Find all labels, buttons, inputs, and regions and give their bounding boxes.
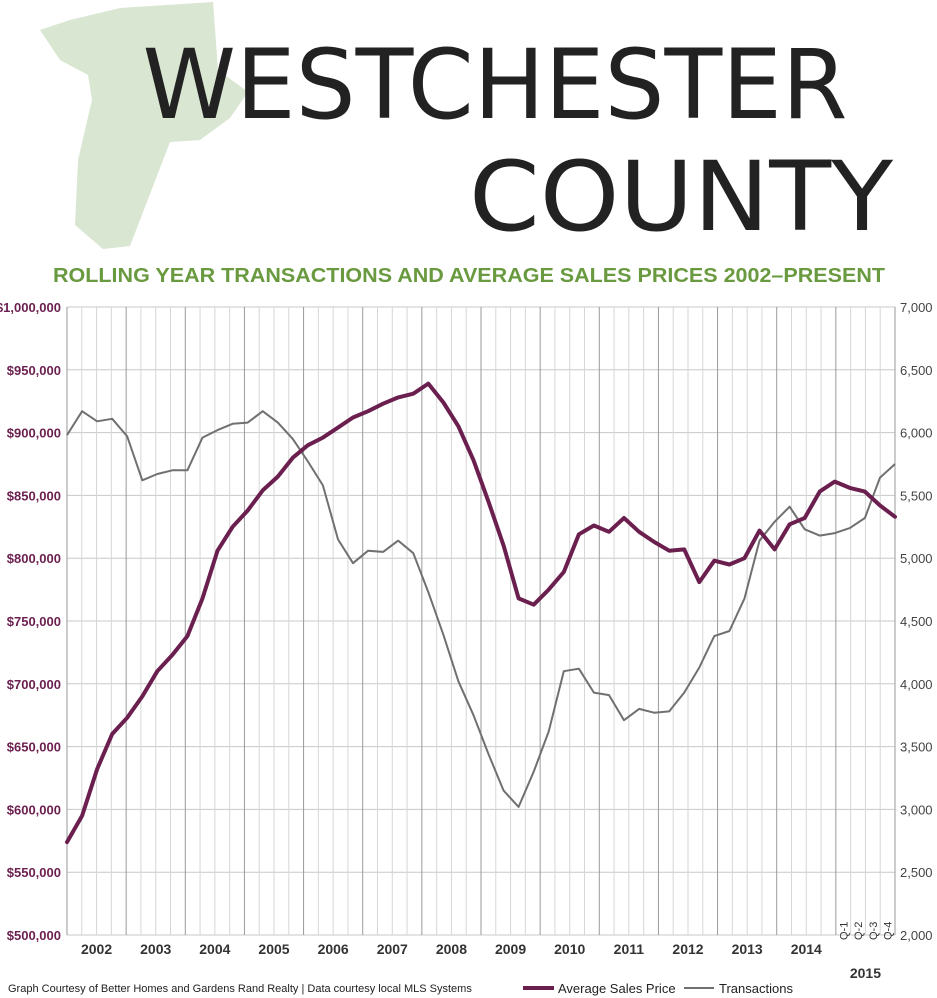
right-axis: 2,000 2,500 3,000 3,500 4,000 4,500 5,000 5,500… [900,300,933,943]
x-quarter-label: Q-3 [868,922,880,940]
legend-label-price: Average Sales Price [558,981,676,996]
x-tick-label: 2008 [436,941,467,957]
x-tick-label: 2002 [81,941,112,957]
y-left-tick-label: $1,000,000 [0,300,61,315]
y-left-tick-label: $900,000 [7,426,61,441]
x-tick-label: 2012 [672,941,703,957]
y-left-tick-label: $850,000 [7,488,61,503]
x-quarter-label: Q-4 [883,922,895,940]
x-tick-label: 2004 [199,941,230,957]
y-right-tick-label: 2,000 [900,928,933,943]
x-tick-label: 2005 [258,941,289,957]
x-tick-label: 2010 [554,941,585,957]
y-right-tick-label: 6,500 [900,363,933,378]
y-right-tick-label: 4,000 [900,677,933,692]
y-right-tick-label: 3,000 [900,802,933,817]
y-right-tick-label: 3,500 [900,740,933,755]
x-tick-label: 2013 [732,941,763,957]
x-tick-label: 2006 [318,941,349,957]
x-tick-label: 2003 [140,941,171,957]
y-left-tick-label: $600,000 [7,802,61,817]
y-left-tick-label: $750,000 [7,614,61,629]
x-tick-label: 2011 [614,941,645,957]
x-quarter-label: Q-2 [853,922,865,940]
y-left-tick-label: $950,000 [7,363,61,378]
x-group-label: 2015 [850,965,881,981]
series-line-average-sales-price [65,381,897,845]
chart-legend: Average Sales Price Transactions [523,981,793,996]
x-tick-label: 2009 [495,941,526,957]
westchester-county-map-icon [40,2,248,249]
series-lines [65,381,897,845]
y-right-tick-label: 6,000 [900,426,933,441]
y-left-tick-label: $700,000 [7,677,61,692]
left-axis: $500,000 $550,000 $600,000 $650,000 $700,000… [0,300,61,943]
series-line-transactions [66,410,896,808]
y-left-tick-label: $500,000 [7,928,61,943]
title-line-2: COUNTY [469,141,893,253]
chart-grid [66,306,896,936]
y-right-tick-label: 7,000 [900,300,933,315]
y-right-tick-label: 2,500 [900,865,933,880]
y-left-tick-label: $650,000 [7,740,61,755]
x-quarter-label: Q-1 [838,922,850,940]
y-right-tick-label: 4,500 [900,614,933,629]
x-axis: 2002 2003 2004 2005 2006 2007 2008 2009 2010 2011… [81,922,895,981]
title-line-1: WESTCHESTER [143,29,848,141]
legend-label-transactions: Transactions [719,981,793,996]
footer-credit: Graph Courtesy of Better Homes and Garde… [8,983,472,995]
y-left-tick-label: $800,000 [7,551,61,566]
x-tick-label: 2007 [377,941,408,957]
y-left-tick-label: $550,000 [7,865,61,880]
chart-subtitle: ROLLING YEAR TRANSACTIONS AND AVERAGE SA… [53,265,885,287]
x-tick-label: 2014 [791,941,822,957]
y-right-tick-label: 5,000 [900,551,933,566]
y-right-tick-label: 5,500 [900,488,933,503]
